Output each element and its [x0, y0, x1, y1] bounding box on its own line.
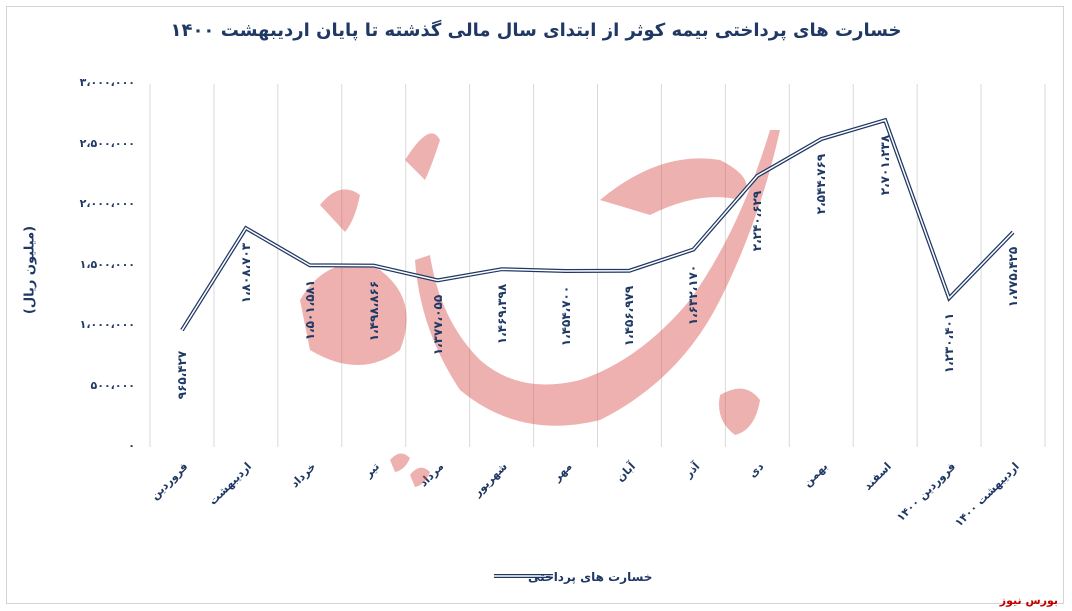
data-label: ۹۶۵،۴۲۷: [174, 350, 189, 400]
chart-frame: [6, 6, 1064, 604]
data-label: ۱،۴۶۹،۳۹۸: [494, 283, 509, 345]
data-label: ۱،۵۰۱،۵۸۱: [302, 280, 317, 341]
legend: خسارت های پرداختی: [460, 570, 652, 584]
data-label: ۲،۷۰۱،۲۳۸: [878, 134, 893, 196]
data-label: ۲،۲۴۰،۶۲۹: [750, 190, 765, 252]
data-label: ۱،۸۰۸،۷۰۳: [238, 242, 253, 304]
data-label: ۱،۶۳۲،۱۷۰: [686, 264, 701, 325]
y-tick-label: ۱،۰۰۰،۰۰۰: [79, 318, 135, 331]
series-line: [180, 117, 1015, 332]
data-label: ۱،۴۹۸،۸۶۶: [366, 280, 381, 341]
data-label: ۱،۴۵۶،۹۷۹: [622, 285, 637, 346]
data-label: ۱،۲۳۰،۴۰۱: [942, 312, 957, 374]
grid-lines: [149, 84, 1046, 447]
source-label: بورس نیوز: [999, 594, 1058, 607]
y-tick-label: ۲،۵۰۰،۰۰۰: [79, 136, 135, 150]
legend-label: خسارت های پرداختی: [528, 570, 653, 584]
data-label: ۱،۳۷۷،۰۵۵: [430, 295, 445, 356]
y-tick-label: ۰: [128, 439, 135, 452]
y-tick-label: ۱،۵۰۰،۰۰۰: [79, 257, 135, 271]
watermark-logo: [300, 130, 780, 487]
y-tick-label: ۲،۰۰۰،۰۰۰: [79, 197, 135, 210]
data-label: ۱،۴۵۴،۷۰۰: [558, 285, 573, 347]
y-tick-label: ۳،۰۰۰،۰۰۰: [79, 76, 135, 89]
y-tick-label: ۵۰۰،۰۰۰: [90, 378, 135, 392]
chart-title: خسارت های پرداختی بیمه کوثر از ابتدای سا…: [170, 20, 902, 41]
series-line-inner: [181, 119, 1014, 331]
data-label: ۲،۵۴۴،۷۶۹: [814, 153, 829, 215]
data-label: ۱،۷۷۵،۴۲۵: [1006, 246, 1021, 308]
legend-swatch: [460, 574, 520, 580]
